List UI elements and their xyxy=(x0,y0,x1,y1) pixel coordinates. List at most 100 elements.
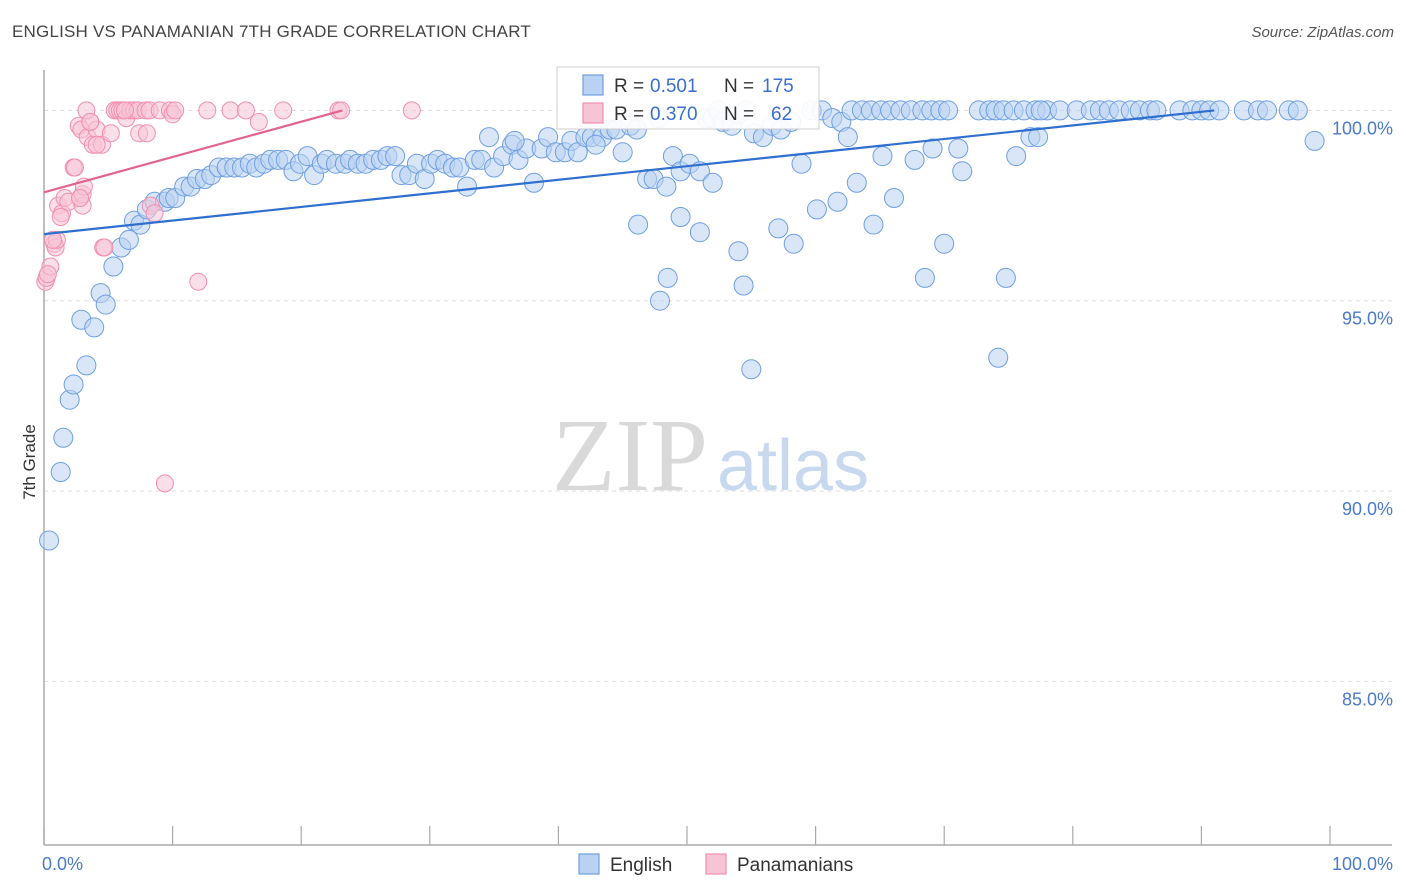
english-point xyxy=(702,172,723,193)
english-point xyxy=(884,188,904,208)
panamanian-point xyxy=(402,101,421,120)
english-point xyxy=(84,317,105,338)
legend-box: R = 0.501 N = 175 R = 0.370 N = 62 xyxy=(556,66,820,130)
english-point xyxy=(837,127,858,148)
english-point xyxy=(650,290,670,311)
chart-title: ENGLISH VS PANAMANIAN 7TH GRADE CORRELAT… xyxy=(12,22,531,41)
english-point xyxy=(53,427,74,448)
english-point xyxy=(1028,127,1049,148)
english-point xyxy=(783,233,804,254)
english-point xyxy=(689,222,710,243)
english-point xyxy=(1030,100,1051,121)
panamanian-points xyxy=(36,101,421,493)
y-tick-label: 95.0% xyxy=(1342,309,1393,329)
english-point xyxy=(385,146,406,167)
english-point xyxy=(914,267,935,288)
y-axis-label: 7th Grade xyxy=(20,424,39,500)
panamanian-point xyxy=(101,124,120,143)
legend-n-label-english: N = xyxy=(724,76,754,97)
english-point xyxy=(1049,100,1070,121)
legend-swatch-panamanian xyxy=(582,102,604,124)
panamanian-point xyxy=(95,238,114,257)
source-label: Source: ZipAtlas.com xyxy=(1251,24,1394,41)
bottom-legend: English Panamanians xyxy=(578,853,853,876)
bottom-legend-swatch-panamanian xyxy=(705,853,727,875)
panamanian-point xyxy=(81,112,100,131)
english-point xyxy=(952,161,973,182)
english-point xyxy=(791,153,812,174)
panamanian-point xyxy=(38,265,57,284)
bottom-legend-english: English xyxy=(610,855,672,876)
panamanian-point xyxy=(236,101,255,120)
watermark-zip: ZIP xyxy=(552,398,708,513)
english-point xyxy=(846,172,867,193)
panamanian-point xyxy=(137,124,156,143)
english-point xyxy=(1006,146,1027,167)
english-point xyxy=(628,214,649,235)
panamanian-point xyxy=(71,189,89,207)
english-point xyxy=(1257,100,1277,121)
english-point xyxy=(948,138,969,159)
bottom-legend-panamanian: Panamanians xyxy=(737,855,853,876)
x-tick-label-max: 100.0% xyxy=(1332,854,1393,874)
english-point xyxy=(103,256,124,277)
english-point xyxy=(741,359,762,380)
panamanian-point xyxy=(116,101,134,120)
y-tick-label: 90.0% xyxy=(1342,499,1393,519)
panamanian-point xyxy=(166,101,185,120)
legend-n-value-english: 175 xyxy=(762,76,794,97)
x-axis-ticks xyxy=(43,826,1331,845)
english-point xyxy=(457,176,478,197)
english-point xyxy=(1287,100,1308,121)
english-point xyxy=(118,229,139,250)
watermark: ZIP atlas xyxy=(552,398,869,513)
english-point xyxy=(39,530,60,551)
english-point xyxy=(995,267,1016,288)
english-point xyxy=(76,355,97,376)
english-point xyxy=(50,462,71,482)
bottom-legend-swatch-english xyxy=(578,853,600,875)
panamanian-point xyxy=(198,101,217,120)
panamanian-point xyxy=(189,272,208,291)
panamanian-point xyxy=(51,208,70,226)
panamanian-point xyxy=(221,101,240,120)
english-point xyxy=(863,214,884,235)
english-point xyxy=(827,191,848,212)
english-point xyxy=(612,142,633,163)
legend-n-value-panamanian: 62 xyxy=(771,104,792,125)
panamanian-point xyxy=(44,230,62,249)
english-point xyxy=(728,241,749,262)
english-point xyxy=(938,100,959,121)
english-point xyxy=(585,134,606,155)
english-point xyxy=(479,127,499,148)
legend-r-label-panamanian: R = xyxy=(614,104,644,125)
english-point xyxy=(768,218,789,239)
panamanian-point xyxy=(249,112,268,131)
trend-line-panamanian xyxy=(43,109,343,194)
english-point xyxy=(504,130,525,151)
english-point xyxy=(670,207,691,227)
legend-n-label-panamanian: N = xyxy=(724,104,754,125)
english-point xyxy=(95,294,116,315)
y-tick-label: 100.0% xyxy=(1332,118,1393,138)
trend-line-english xyxy=(43,109,1215,236)
panamanian-point xyxy=(87,135,106,154)
english-point xyxy=(656,176,677,197)
english-point xyxy=(806,199,827,220)
trend-lines xyxy=(43,109,1215,236)
legend-swatch-english xyxy=(582,74,604,96)
panamanian-point xyxy=(155,474,174,493)
english-point xyxy=(904,149,925,170)
x-tick-label-min: 0.0% xyxy=(42,854,83,874)
axes xyxy=(43,70,1392,846)
english-point xyxy=(988,347,1009,368)
legend-r-label-english: R = xyxy=(614,76,644,97)
english-point xyxy=(922,138,943,159)
y-axis-ticks: 85.0% 90.0% 95.0% 100.0% xyxy=(1332,118,1393,709)
english-point xyxy=(657,267,678,288)
gridlines xyxy=(44,109,1392,682)
english-point xyxy=(733,275,754,296)
panamanian-point xyxy=(274,101,293,120)
english-point xyxy=(872,146,893,167)
